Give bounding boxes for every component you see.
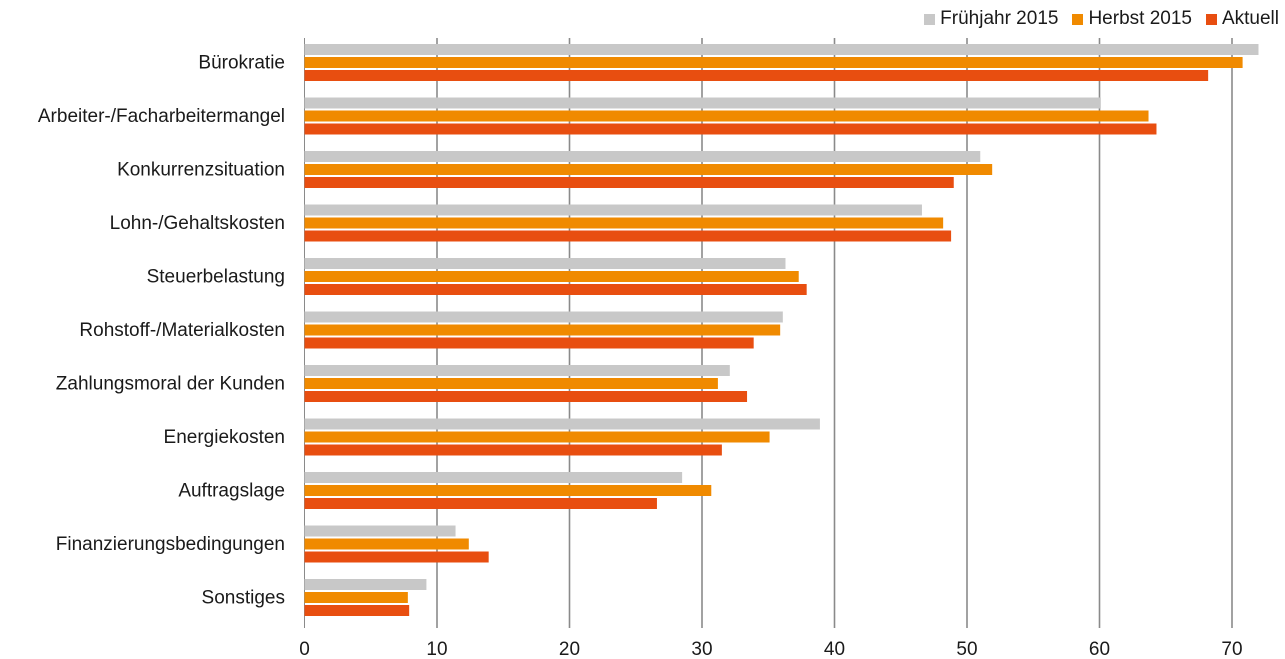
bar	[304, 444, 722, 456]
bar	[304, 110, 1149, 122]
category-label: Zahlungsmoral der Kunden	[56, 374, 285, 395]
bar	[304, 271, 799, 282]
category-label: Konkurrenzsituation	[117, 160, 285, 181]
bar	[304, 592, 408, 603]
category-label: Finanzierungsbedingungen	[56, 534, 285, 555]
category-label: Rohstoff-/Materialkosten	[79, 320, 285, 341]
bar	[304, 70, 1209, 81]
x-tick-label: 70	[1221, 639, 1242, 659]
legend-item: Frühjahr 2015	[924, 8, 1058, 30]
bar	[304, 204, 922, 216]
legend-swatch	[924, 13, 936, 25]
category-label: Steuerbelastung	[147, 267, 285, 288]
bar	[304, 123, 1157, 135]
legend-swatch	[1205, 13, 1217, 25]
bar	[304, 57, 1243, 68]
x-tick-label: 30	[691, 639, 712, 659]
legend-swatch	[1072, 13, 1084, 25]
bar	[304, 538, 469, 550]
bar	[304, 177, 954, 188]
legend-item: Herbst 2015	[1072, 8, 1192, 30]
category-label: Auftragslage	[178, 481, 285, 502]
bar	[304, 378, 718, 389]
bar	[304, 44, 1259, 55]
bar	[304, 230, 952, 242]
legend-label: Herbst 2015	[1088, 8, 1192, 29]
bar	[304, 431, 770, 443]
category-label: Bürokratie	[198, 53, 285, 74]
x-tick-label: 0	[299, 639, 310, 659]
bar	[304, 525, 456, 537]
bar	[304, 418, 820, 430]
x-tick-label: 60	[1089, 639, 1110, 659]
x-tick-label: 20	[559, 639, 580, 659]
bar	[304, 472, 683, 483]
bar	[304, 605, 410, 616]
bar	[304, 579, 427, 590]
bar	[304, 97, 1101, 109]
bar	[304, 337, 754, 349]
bar	[304, 258, 786, 269]
legend-item: Aktuell	[1205, 8, 1279, 30]
bar	[304, 284, 807, 295]
x-tick-label: 10	[426, 639, 447, 659]
bar	[304, 485, 712, 496]
category-label: Sonstiges	[202, 588, 285, 609]
bar	[304, 311, 783, 323]
legend-label: Frühjahr 2015	[940, 8, 1059, 29]
bar	[304, 151, 981, 162]
bar	[304, 217, 944, 229]
bar	[304, 365, 730, 376]
bar	[304, 324, 781, 336]
bar	[304, 498, 657, 509]
x-tick-label: 50	[956, 639, 977, 659]
bar	[304, 391, 748, 402]
category-label: Arbeiter-/Facharbeitermangel	[38, 106, 285, 127]
legend-label: Aktuell	[1221, 8, 1279, 29]
category-label: Energiekosten	[164, 427, 285, 448]
bar	[304, 551, 489, 563]
x-tick-label: 40	[824, 639, 845, 659]
bar	[304, 164, 993, 175]
category-label: Lohn-/Gehaltskosten	[110, 213, 285, 234]
chart-legend: Frühjahr 2015 Herbst 2015 Aktuell	[924, 8, 1279, 30]
